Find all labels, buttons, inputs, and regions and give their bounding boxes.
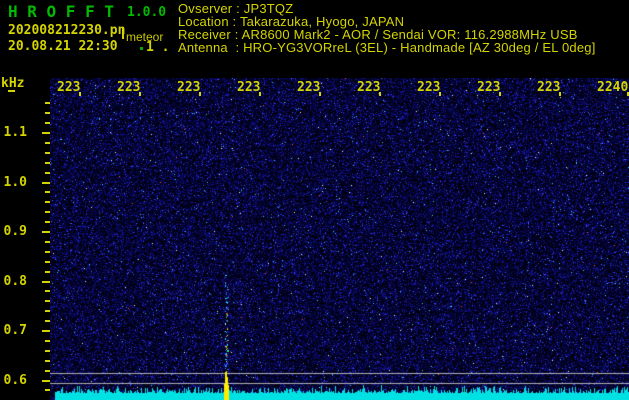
freq-major-tick	[42, 330, 50, 332]
freq-unit-label: kHz	[1, 76, 25, 91]
info-location: Location : Takarazuka, Hyogo, JAPAN	[178, 14, 405, 29]
info-antenna: Antenna : HRO-YG3VORreL (3EL) - Handmade…	[178, 40, 596, 55]
freq-major-tick	[42, 182, 50, 184]
filename-caret	[122, 27, 124, 39]
datetime-label: 20.08.21 22:30	[8, 39, 118, 54]
note-label: meteor	[126, 30, 164, 44]
freq-label: 1.1	[3, 125, 27, 140]
info-receiver: Receiver : AR8600 Mark2 - AOR / Sendai V…	[178, 27, 578, 42]
counter-dot	[140, 47, 143, 50]
freq-major-tick	[42, 231, 50, 233]
freq-axis-origin-tick	[8, 90, 15, 92]
freq-label: 0.6	[3, 372, 27, 388]
baseline-lower	[50, 383, 629, 384]
baseline-upper	[50, 373, 629, 374]
meteor-echo-streak	[223, 280, 230, 372]
app-version: 1.0.0	[127, 5, 167, 20]
app-title: H R O F F T	[8, 2, 114, 21]
info-observer: Ovserver : JP3TQZ	[178, 1, 294, 16]
freq-label: 0.8	[3, 273, 27, 289]
signal-meter-strip	[50, 386, 629, 400]
freq-major-tick	[42, 132, 50, 134]
freq-major-tick	[42, 281, 50, 283]
counter-label: 1 .	[146, 40, 170, 55]
filename-label: 202008212230.pn	[8, 23, 126, 38]
freq-major-tick	[42, 380, 50, 382]
freq-label: 0.7	[3, 323, 27, 338]
freq-label: 1.0	[3, 174, 27, 190]
spectrogram-canvas	[50, 78, 629, 400]
freq-label: 0.9	[3, 224, 27, 239]
